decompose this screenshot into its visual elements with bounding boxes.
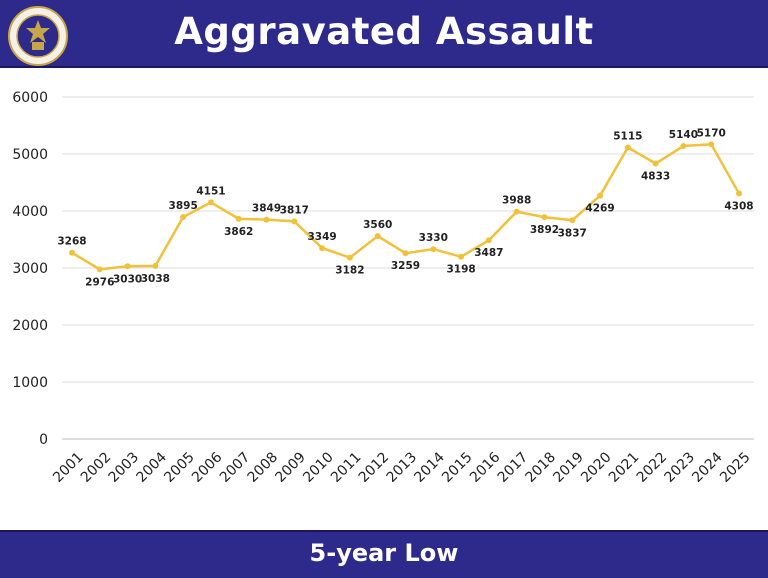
data-point (430, 246, 437, 253)
y-tick-label: 3000 (12, 261, 48, 277)
data-point (485, 237, 492, 244)
data-label: 3198 (446, 264, 475, 276)
data-label: 5140 (669, 129, 698, 141)
data-label: 4308 (724, 200, 753, 212)
data-label: 3259 (391, 260, 420, 272)
data-label: 5170 (697, 127, 726, 139)
data-label: 3030 (113, 273, 142, 285)
data-label: 3837 (558, 227, 587, 239)
x-tick-label: 2006 (189, 449, 226, 486)
data-label: 3849 (252, 203, 281, 215)
x-tick-label: 2008 (245, 449, 282, 486)
data-point (652, 160, 659, 167)
data-point (597, 192, 604, 199)
data-label: 3895 (169, 200, 198, 212)
data-label: 3268 (57, 236, 86, 248)
data-point (541, 214, 548, 221)
x-tick-label: 2009 (272, 449, 309, 486)
x-tick-label: 2016 (467, 449, 504, 486)
data-point (624, 144, 631, 151)
x-tick-label: 2023 (662, 449, 699, 486)
data-point (207, 199, 214, 206)
data-label: 3487 (474, 247, 503, 259)
data-label: 3892 (530, 224, 559, 236)
police-seal-icon (8, 6, 68, 66)
x-tick-label: 2019 (550, 449, 587, 486)
data-label: 4833 (641, 171, 670, 183)
data-label: 4269 (585, 203, 614, 215)
x-tick-label: 2011 (328, 449, 365, 486)
x-tick-label: 2012 (356, 449, 393, 486)
x-tick-label: 2024 (689, 449, 726, 486)
data-label: 3862 (224, 226, 253, 238)
x-tick-label: 2025 (717, 449, 754, 486)
title-banner: Aggravated Assault (0, 0, 768, 68)
footer-caption: 5-year Low (309, 539, 459, 567)
data-label: 3349 (308, 231, 337, 243)
data-point (152, 262, 159, 269)
y-tick-label: 0 (39, 432, 48, 448)
data-point (263, 216, 270, 223)
x-tick-label: 2004 (133, 449, 170, 486)
x-tick-label: 2014 (411, 449, 448, 486)
data-point (708, 141, 715, 148)
data-label: 2976 (85, 276, 114, 288)
x-tick-label: 2002 (78, 449, 115, 486)
footer-banner: 5-year Low (0, 530, 768, 578)
data-label: 3817 (280, 204, 309, 216)
data-point (458, 253, 465, 260)
y-tick-label: 4000 (12, 204, 48, 220)
data-point (513, 208, 520, 215)
data-point (96, 266, 103, 273)
data-label: 3330 (419, 232, 448, 244)
page-title: Aggravated Assault (174, 10, 594, 53)
x-tick-label: 2022 (634, 449, 671, 486)
data-point (291, 218, 298, 225)
data-label: 3560 (363, 219, 392, 231)
x-tick-label: 2013 (384, 449, 421, 486)
data-point (374, 233, 381, 240)
x-tick-label: 2020 (578, 449, 615, 486)
line-chart: 0100020003000400050006000200120022003200… (12, 90, 754, 486)
x-tick-label: 2007 (217, 449, 254, 486)
data-point (319, 245, 326, 252)
x-tick-label: 2021 (606, 449, 643, 486)
data-point (235, 215, 242, 222)
data-point (680, 143, 687, 150)
x-tick-label: 2005 (161, 449, 198, 486)
x-tick-label: 2015 (439, 449, 476, 486)
data-label: 5115 (613, 130, 642, 142)
data-point (124, 263, 131, 270)
y-tick-label: 6000 (12, 90, 48, 106)
data-label: 3182 (335, 265, 364, 277)
data-label: 3988 (502, 195, 531, 207)
data-point (180, 213, 187, 220)
data-point (69, 249, 75, 256)
y-tick-label: 5000 (12, 147, 48, 163)
data-label: 4151 (196, 185, 225, 197)
x-tick-label: 2003 (106, 449, 143, 486)
x-tick-label: 2017 (495, 449, 532, 486)
data-point (346, 254, 353, 261)
x-tick-label: 2001 (50, 449, 87, 486)
data-point (569, 217, 576, 224)
data-label: 3038 (141, 273, 170, 285)
x-tick-label: 2010 (300, 449, 337, 486)
data-point (402, 250, 409, 257)
y-tick-label: 1000 (12, 375, 48, 391)
y-tick-label: 2000 (12, 318, 48, 334)
data-point (736, 190, 742, 197)
x-tick-label: 2018 (523, 449, 560, 486)
